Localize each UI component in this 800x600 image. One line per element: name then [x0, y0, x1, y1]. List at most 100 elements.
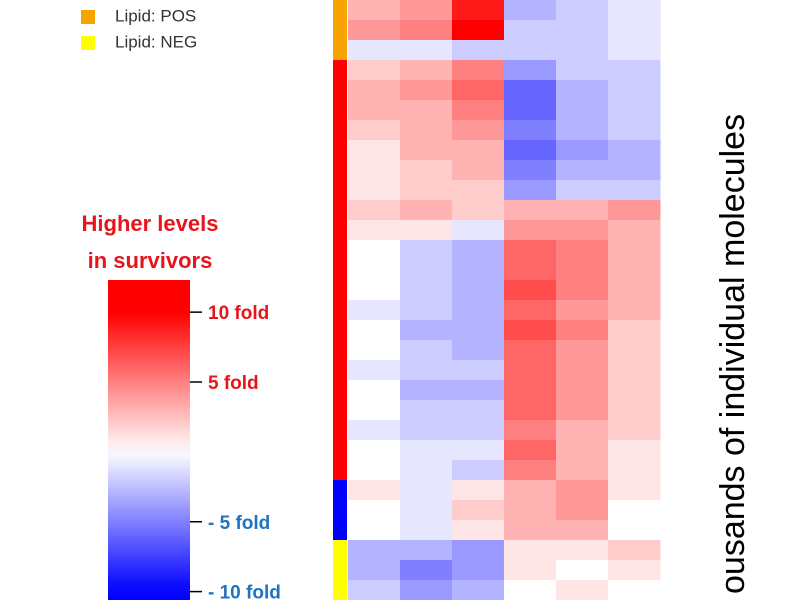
- legend-label: Lipid: POS: [115, 6, 196, 25]
- heatmap-cell: [504, 520, 557, 541]
- heatmap-cell: [504, 320, 557, 341]
- row-annotation: [333, 100, 347, 121]
- heatmap-cell: [608, 560, 661, 581]
- heatmap-cell: [608, 60, 661, 81]
- heatmap-cell: [504, 380, 557, 401]
- heatmap-cell: [400, 580, 453, 600]
- heatmap-cell: [556, 340, 609, 361]
- heatmap-cell: [348, 580, 401, 600]
- heatmap-cell: [452, 320, 505, 341]
- row-annotation: [333, 560, 347, 581]
- heatmap-cell: [452, 340, 505, 361]
- heatmap-cell: [556, 580, 609, 600]
- heatmap-cell: [504, 480, 557, 501]
- heatmap-cell: [400, 40, 453, 61]
- heatmap-cell: [348, 20, 401, 41]
- heatmap-cell: [400, 180, 453, 201]
- heatmap-cell: [556, 260, 609, 281]
- heatmap-cell: [452, 280, 505, 301]
- heatmap-cell: [452, 80, 505, 101]
- heatmap-cell: [608, 0, 661, 21]
- heatmap-cell: [348, 440, 401, 461]
- heatmap-cell: [504, 400, 557, 421]
- heatmap-cell: [504, 340, 557, 361]
- heatmap-cell: [348, 100, 401, 121]
- heatmap-cell: [608, 40, 661, 61]
- heatmap-cell: [400, 80, 453, 101]
- heatmap-cell: [400, 260, 453, 281]
- heatmap-cell: [452, 60, 505, 81]
- row-annotation: [333, 380, 347, 401]
- heatmap-cell: [348, 500, 401, 521]
- heatmap-cell: [348, 520, 401, 541]
- heatmap-cell: [400, 220, 453, 241]
- heatmap-cell: [400, 400, 453, 421]
- side-label: ousands of individual molecules: [714, 114, 752, 594]
- heatmap-cell: [608, 520, 661, 541]
- heatmap-cell: [504, 260, 557, 281]
- heatmap-cell: [452, 560, 505, 581]
- heatmap-cell: [504, 460, 557, 481]
- heatmap-cell: [348, 160, 401, 181]
- heatmap-cell: [400, 320, 453, 341]
- heatmap-cell: [452, 0, 505, 21]
- heatmap-cell: [452, 180, 505, 201]
- row-annotation: [333, 180, 347, 201]
- heatmap-cell: [556, 540, 609, 561]
- heatmap-cell: [452, 100, 505, 121]
- heatmap-cell: [348, 180, 401, 201]
- heatmap-cell: [504, 20, 557, 41]
- row-annotation: [333, 440, 347, 461]
- row-annotation: [333, 300, 347, 321]
- heatmap-cell: [400, 0, 453, 21]
- heatmap-cell: [348, 0, 401, 21]
- heatmap-cell: [556, 560, 609, 581]
- heatmap-cell: [348, 200, 401, 221]
- heatmap-cell: [348, 480, 401, 501]
- heatmap-cell: [348, 340, 401, 361]
- heatmap-cell: [608, 120, 661, 141]
- heatmap-cell: [400, 60, 453, 81]
- heatmap-cell: [556, 400, 609, 421]
- heatmap-cell: [400, 540, 453, 561]
- heatmap-cell: [504, 160, 557, 181]
- heatmap-cell: [452, 460, 505, 481]
- heatmap-cell: [452, 260, 505, 281]
- row-annotation: [333, 200, 347, 221]
- heatmap-cell: [608, 340, 661, 361]
- heatmap-cell: [504, 440, 557, 461]
- colorbar-tick-label: 10 fold: [208, 303, 269, 324]
- heatmap-cell: [556, 40, 609, 61]
- row-annotation: [333, 480, 347, 501]
- heatmap-cell: [608, 580, 661, 600]
- heatmap-cell: [452, 360, 505, 381]
- heatmap-cell: [504, 280, 557, 301]
- heatmap-cell: [348, 280, 401, 301]
- heatmap-cell: [452, 520, 505, 541]
- heatmap-cell: [504, 420, 557, 441]
- heatmap-cell: [504, 240, 557, 261]
- row-annotation: [333, 460, 347, 481]
- heatmap-cell: [608, 100, 661, 121]
- colorbar-title: in survivors: [88, 248, 213, 273]
- heatmap-cell: [400, 360, 453, 381]
- heatmap-cell: [348, 540, 401, 561]
- heatmap-cell: [556, 380, 609, 401]
- row-annotation: [333, 360, 347, 381]
- heatmap-cell: [452, 480, 505, 501]
- heatmap-cell: [608, 380, 661, 401]
- heatmap-cell: [452, 40, 505, 61]
- heatmap-cell: [504, 500, 557, 521]
- heatmap-cell: [348, 460, 401, 481]
- heatmap-cell: [608, 400, 661, 421]
- heatmap-cell: [504, 60, 557, 81]
- heatmap-cell: [556, 520, 609, 541]
- heatmap-cell: [504, 200, 557, 221]
- heatmap-cell: [608, 20, 661, 41]
- heatmap-cell: [556, 200, 609, 221]
- heatmap-cell: [452, 500, 505, 521]
- row-annotation: [333, 20, 347, 41]
- heatmap-cell: [504, 220, 557, 241]
